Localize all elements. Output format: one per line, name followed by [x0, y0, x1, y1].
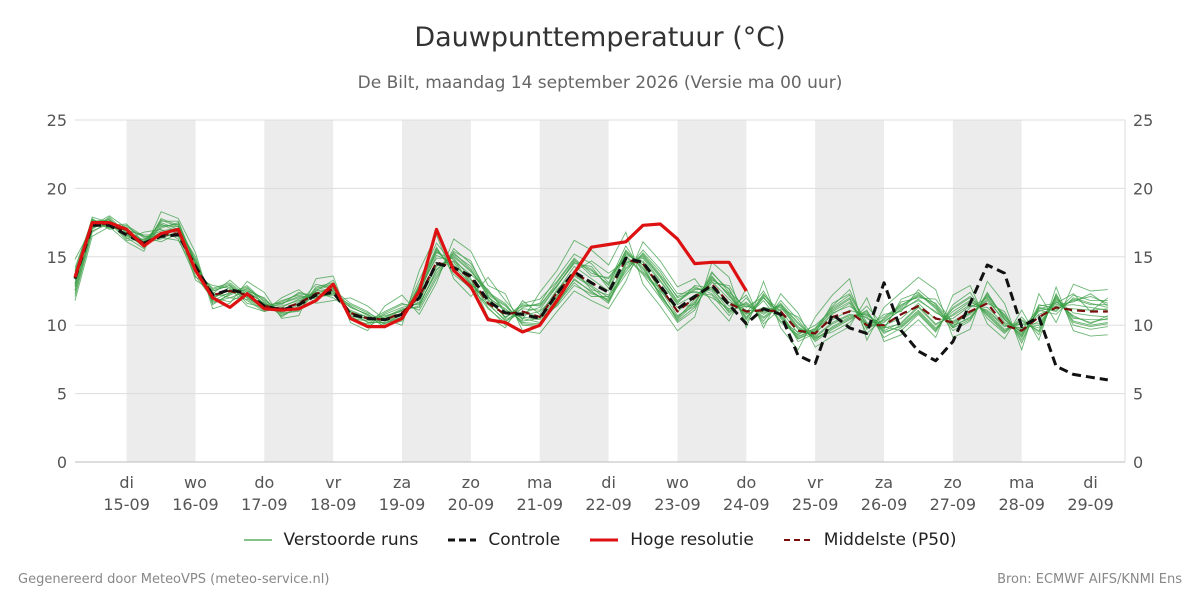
x-tick-day: vr [325, 473, 341, 492]
night-band [952, 120, 1022, 462]
x-tick-date: 19-09 [379, 495, 426, 514]
x-tick-date: 17-09 [241, 495, 288, 514]
x-tick-day: zo [944, 473, 962, 492]
legend: Verstoorde runs Controle Hoge resolutie … [0, 530, 1200, 550]
x-tick-day: do [736, 473, 756, 492]
x-tick-day: zo [462, 473, 480, 492]
legend-median: Middelste (P50) [783, 530, 957, 550]
ensemble-member-line [74, 215, 1108, 337]
y-tick-label: 25 [47, 111, 67, 130]
x-tick-day: do [254, 473, 274, 492]
ensemble-member-line [74, 219, 1108, 333]
legend-median-swatch [783, 539, 812, 541]
y-tick-label-right: 5 [1133, 385, 1143, 404]
legend-highres: Hoge resolutie [590, 530, 754, 550]
ensemble-member-line [74, 217, 1108, 341]
legend-control-label: Controle [488, 530, 561, 550]
x-tick-date: 18-09 [310, 495, 357, 514]
x-tick-day: wo [666, 473, 689, 492]
x-tick-day: di [119, 473, 134, 492]
chart-subtitle: De Bilt, maandag 14 september 2026 (Vers… [357, 73, 843, 93]
ensemble-member-line [74, 219, 1108, 336]
legend-highres-swatch [590, 538, 619, 542]
legend-control: Controle [448, 530, 560, 550]
y-axis-left: 0 5 10 15 20 25 [47, 111, 67, 472]
ensemble-member-line [74, 220, 1108, 343]
legend-ensemble-swatch [243, 539, 272, 541]
y-tick-label: 15 [47, 248, 67, 267]
x-tick-day: di [1083, 473, 1098, 492]
footer-generator: Gegenereerd door MeteoVPS (meteo-service… [18, 572, 330, 587]
x-tick-day: ma [1009, 473, 1034, 492]
x-tick-date: 24-09 [723, 495, 770, 514]
legend-median-label: Middelste (P50) [823, 530, 957, 550]
ensemble-member-line [74, 211, 1108, 348]
legend-ensemble: Verstoorde runs [243, 530, 419, 550]
ensemble-member-line [74, 222, 1108, 339]
x-tick-date: 28-09 [998, 495, 1045, 514]
x-tick-day: wo [184, 473, 207, 492]
ensemble-member-line [74, 216, 1108, 340]
footer-source: Bron: ECMWF AIFS/KNMI Ens [997, 572, 1182, 587]
x-axis: di 15-09 wo 16-09 do 17-09 vr 18-09 za 19-09 zo 20-… [103, 473, 1113, 514]
y-tick-label: 0 [57, 453, 67, 472]
y-tick-label-right: 0 [1133, 453, 1143, 472]
legend-ensemble-label: Verstoorde runs [283, 530, 419, 550]
y-tick-label: 5 [57, 385, 67, 404]
y-tick-label-right: 20 [1133, 179, 1153, 198]
x-tick-day: di [601, 473, 616, 492]
x-tick-date: 27-09 [930, 495, 977, 514]
y-tick-label: 10 [47, 316, 67, 335]
y-tick-label-right: 15 [1133, 248, 1153, 267]
night-band [126, 120, 196, 462]
x-tick-date: 23-09 [654, 495, 701, 514]
night-band [402, 120, 471, 462]
chart-title: Dauwpunttemperatuur (°C) [414, 22, 786, 53]
night-bands [126, 120, 1022, 462]
x-tick-date: 22-09 [585, 495, 632, 514]
x-tick-date: 26-09 [861, 495, 908, 514]
x-tick-day: ma [527, 473, 552, 492]
ensemble-member-line [74, 222, 1109, 344]
x-tick-date: 25-09 [792, 495, 839, 514]
grid-lines [75, 119, 1126, 463]
x-tick-day: za [393, 473, 411, 492]
highres-series-line [73, 221, 748, 334]
x-tick-date: 16-09 [172, 495, 219, 514]
legend-highres-label: Hoge resolutie [630, 530, 754, 550]
x-tick-date: 15-09 [103, 495, 150, 514]
night-band [815, 120, 885, 462]
legend-control-swatch [448, 538, 477, 542]
x-tick-date: 21-09 [517, 495, 564, 514]
x-tick-date: 29-09 [1067, 495, 1114, 514]
x-tick-date: 20-09 [448, 495, 495, 514]
y-tick-label-right: 10 [1133, 316, 1153, 335]
y-axis-right: 0 5 10 15 20 25 [1133, 111, 1153, 472]
x-tick-day: vr [807, 473, 823, 492]
main-series [73, 221, 1109, 382]
x-tick-day: za [875, 473, 893, 492]
y-tick-label: 20 [47, 179, 67, 198]
ensemble-member-line [74, 219, 1108, 337]
ensemble-member-line [74, 219, 1108, 340]
y-tick-label-right: 25 [1133, 111, 1153, 130]
